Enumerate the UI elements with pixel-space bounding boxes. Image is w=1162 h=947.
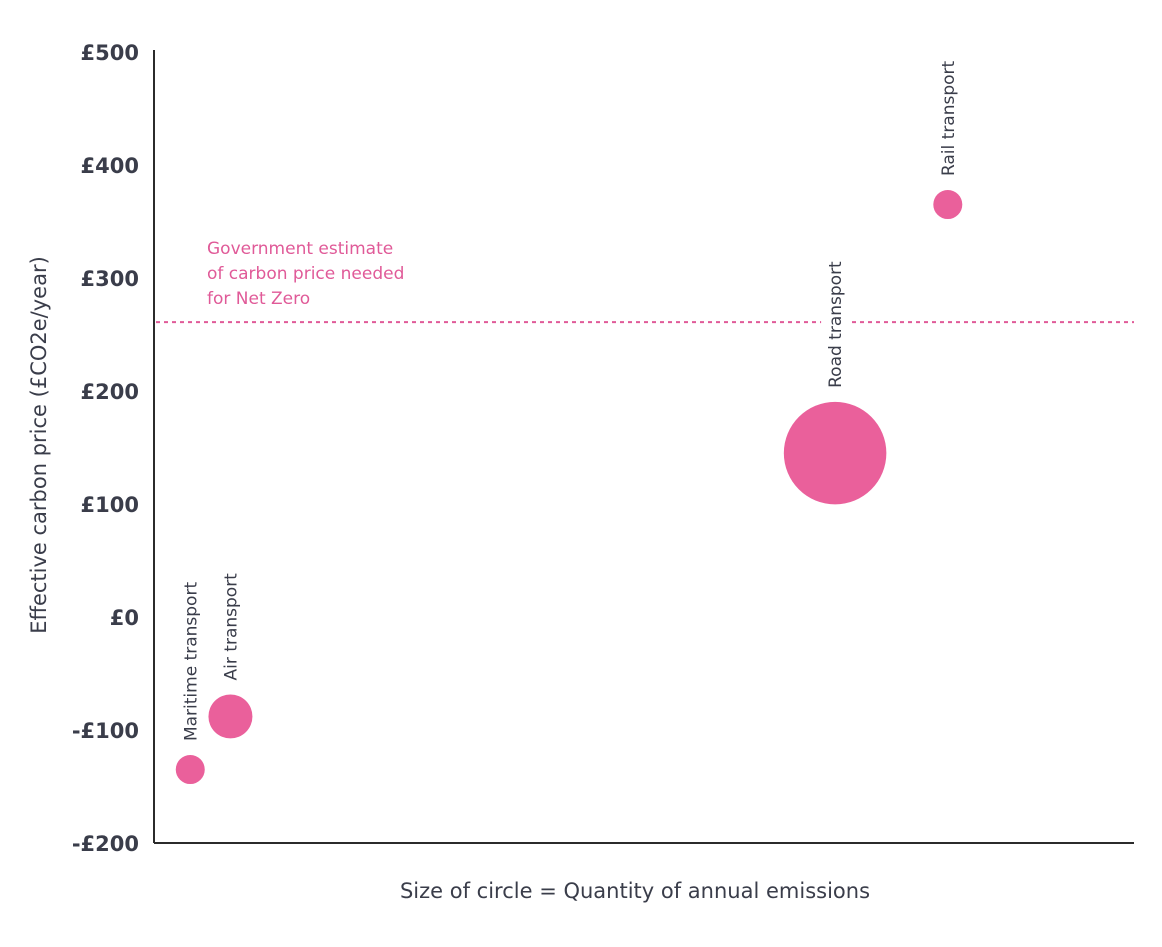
bubble-maritime-transport (175, 755, 205, 785)
y-tick-label: £0 (110, 606, 139, 630)
y-tick-label: -£200 (72, 832, 139, 856)
point-label-maritime-transport: Maritime transport (181, 582, 201, 741)
reference-label-line: for Net Zero (207, 289, 310, 309)
y-tick-label: -£100 (72, 719, 139, 743)
reference-label-line: of carbon price needed (207, 264, 404, 284)
y-tick-labels: £500 £400 £300 £200 £100 £0 -£100 -£200 (72, 41, 139, 856)
y-tick-label: £200 (81, 380, 139, 404)
reference-line-label: Government estimate of carbon price neede… (207, 239, 404, 309)
bubble-rail-transport (933, 190, 963, 220)
bubble-air-transport (208, 694, 253, 739)
reference-label-line: Government estimate (207, 239, 393, 259)
bubble-road-transport (783, 401, 887, 505)
point-label-road-transport: Road transport (826, 261, 846, 388)
y-tick-label: £500 (81, 41, 139, 65)
y-axis-label: Effective carbon price (£CO2e/year) (27, 256, 51, 634)
point-labels: Maritime transport Air transport Road tran… (181, 60, 959, 741)
x-axis-label: Size of circle = Quantity of annual emis… (400, 879, 870, 903)
point-label-rail-transport: Rail transport (939, 60, 959, 176)
reference-line-gap (821, 318, 850, 327)
y-tick-label: £400 (81, 154, 139, 178)
y-tick-label: £300 (81, 267, 139, 291)
bubbles (175, 190, 963, 785)
y-tick-label: £100 (81, 493, 139, 517)
point-label-air-transport: Air transport (221, 573, 241, 681)
